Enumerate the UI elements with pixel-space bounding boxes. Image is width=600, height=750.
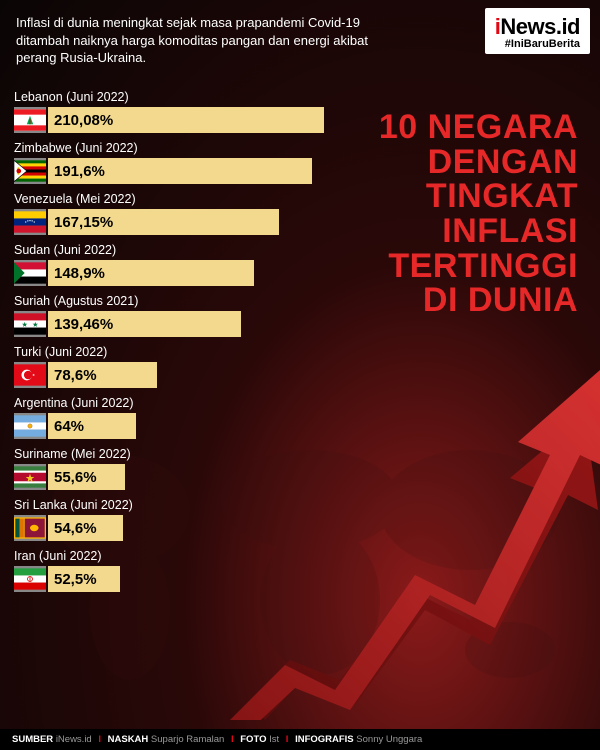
bar: 54,6%: [48, 515, 123, 541]
naskah-value: Suparjo Ramalan: [151, 734, 224, 745]
logo-brand: iNews.id: [495, 14, 580, 40]
flag-icon: [14, 158, 46, 184]
bar-chart: Lebanon (Juni 2022) 210,08% Zimbabwe (Juni…: [14, 90, 324, 600]
bar-group: Sudan (Juni 2022) 148,9%: [14, 243, 324, 286]
bar-label: Sri Lanka (Juni 2022): [14, 498, 324, 512]
title-line: DENGAN: [358, 145, 578, 180]
title-line: INFLASI: [358, 214, 578, 249]
flag-icon: [14, 566, 46, 592]
flag-icon: [14, 260, 46, 286]
bar-row: 64%: [14, 413, 324, 439]
bar-group: Suriname (Mei 2022) 55,6%: [14, 447, 324, 490]
bar-label: Suriname (Mei 2022): [14, 447, 324, 461]
sumber-label: SUMBER: [12, 734, 53, 745]
bar: 191,6%: [48, 158, 312, 184]
bar: 52,5%: [48, 566, 120, 592]
flag-icon: [14, 464, 46, 490]
sep-icon: I: [98, 734, 101, 745]
bar: 148,9%: [48, 260, 254, 286]
foto-value: Ist: [269, 734, 279, 745]
bar-group: Argentina (Juni 2022) 64%: [14, 396, 324, 439]
bar: 139,46%: [48, 311, 241, 337]
bar-group: Suriah (Agustus 2021) 139,46%: [14, 294, 324, 337]
bar: 78,6%: [48, 362, 157, 388]
bar-row: 54,6%: [14, 515, 324, 541]
bar-label: Suriah (Agustus 2021): [14, 294, 324, 308]
bar-label: Turki (Juni 2022): [14, 345, 324, 359]
bar-row: 55,6%: [14, 464, 324, 490]
bar-group: Zimbabwe (Juni 2022) 191,6%: [14, 141, 324, 184]
foto-label: FOTO: [240, 734, 266, 745]
source-line: SUMBER iNews.id I NASKAH Suparjo Ramalan…: [0, 729, 600, 750]
bar: 167,15%: [48, 209, 279, 235]
flag-icon: [14, 311, 46, 337]
bar-row: 148,9%: [14, 260, 324, 286]
bar-group: Iran (Juni 2022) 52,5%: [14, 549, 324, 592]
sep-icon: I: [231, 734, 234, 745]
bar-row: 191,6%: [14, 158, 324, 184]
title-line: TINGKAT: [358, 179, 578, 214]
bar-label: Venezuela (Mei 2022): [14, 192, 324, 206]
flag-icon: [14, 413, 46, 439]
naskah-label: NASKAH: [108, 734, 149, 745]
title-line: 10 NEGARA: [358, 110, 578, 145]
logo-box: iNews.id #IniBaruBerita: [485, 8, 590, 54]
info-value: Sonny Unggara: [356, 734, 422, 745]
bar-row: 167,15%: [14, 209, 324, 235]
info-label: INFOGRAFIS: [295, 734, 354, 745]
bar-group: Lebanon (Juni 2022) 210,08%: [14, 90, 324, 133]
flag-icon: [14, 107, 46, 133]
bar-label: Zimbabwe (Juni 2022): [14, 141, 324, 155]
bar-group: Turki (Juni 2022) 78,6%: [14, 345, 324, 388]
bar-row: 52,5%: [14, 566, 324, 592]
bar: 64%: [48, 413, 136, 439]
title-line: DI DUNIA: [358, 283, 578, 318]
bar-row: 78,6%: [14, 362, 324, 388]
bar: 55,6%: [48, 464, 125, 490]
flag-icon: [14, 209, 46, 235]
bar-row: 139,46%: [14, 311, 324, 337]
bar-label: Sudan (Juni 2022): [14, 243, 324, 257]
sumber-value: iNews.id: [56, 734, 92, 745]
bar-row: 210,08%: [14, 107, 324, 133]
bar-group: Sri Lanka (Juni 2022) 54,6%: [14, 498, 324, 541]
title-block: 10 NEGARADENGANTINGKATINFLASITERTINGGIDI…: [358, 110, 578, 318]
sep-icon: I: [286, 734, 289, 745]
title-line: TERTINGGI: [358, 249, 578, 284]
bar-label: Lebanon (Juni 2022): [14, 90, 324, 104]
bar-label: Argentina (Juni 2022): [14, 396, 324, 410]
flag-icon: [14, 362, 46, 388]
intro-text: Inflasi di dunia meningkat sejak masa pr…: [16, 14, 376, 67]
bar: 210,08%: [48, 107, 324, 133]
bar-label: Iran (Juni 2022): [14, 549, 324, 563]
flag-icon: [14, 515, 46, 541]
logo-hashtag: #IniBaruBerita: [495, 38, 580, 50]
bar-group: Venezuela (Mei 2022) 167,15%: [14, 192, 324, 235]
